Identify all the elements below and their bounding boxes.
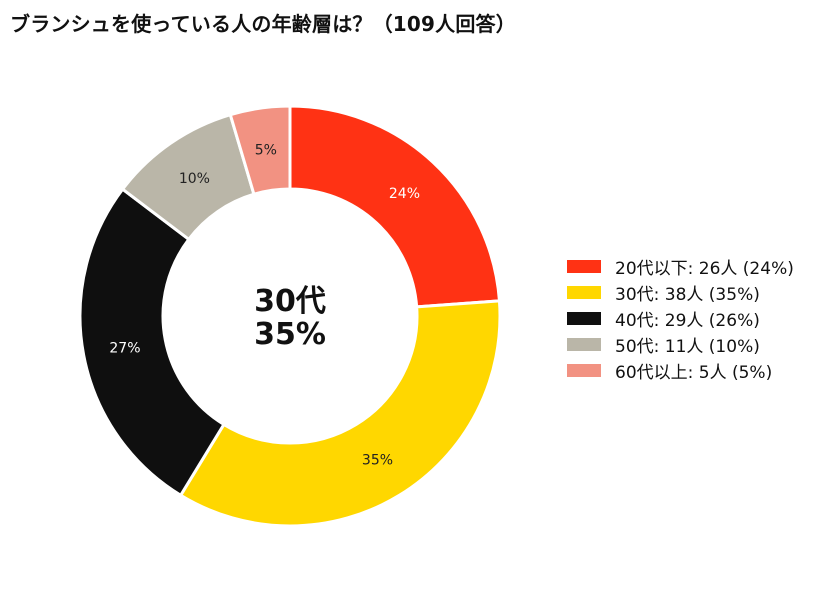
slice-label-20s-and-under: 24% <box>389 186 420 202</box>
legend-label: 60代以上: 5人 (5%) <box>615 362 773 383</box>
legend-label: 30代: 38人 (35%) <box>615 284 760 305</box>
chart-title: ブランシュを使っている人の年齢層は？（109人回答） <box>10 12 516 36</box>
center-category-label: 30代 <box>254 284 326 319</box>
legend-label: 20代以下: 26人 (24%) <box>615 258 794 279</box>
legend-item-20s-and-under: 20代以下: 26人 (24%) <box>567 253 794 279</box>
legend-label: 40代: 29人 (26%) <box>615 310 760 331</box>
slice-label-40s: 27% <box>109 340 140 356</box>
slice-60s-and-over <box>228 104 292 197</box>
legend-item-30s: 30代: 38人 (35%) <box>567 279 794 305</box>
legend-swatch <box>567 363 601 377</box>
legend-swatch <box>567 285 601 299</box>
legend-item-60s-and-over: 60代以上: 5人 (5%) <box>567 357 794 383</box>
slice-label-50s: 10% <box>179 171 210 187</box>
legend: 20代以下: 26人 (24%) 30代: 38人 (35%) 40代: 29人… <box>567 253 794 383</box>
slice-30s <box>178 299 502 528</box>
slice-labels: 24% 35% 27% 10% 5% <box>109 143 420 469</box>
legend-swatch <box>567 337 601 351</box>
legend-item-50s: 50代: 11人 (10%) <box>567 331 794 357</box>
legend-swatch <box>567 311 601 325</box>
legend-swatch <box>567 259 601 273</box>
slice-40s <box>78 187 226 498</box>
slice-label-30s: 35% <box>362 452 393 468</box>
slice-20s-and-under <box>288 104 502 309</box>
legend-item-40s: 40代: 29人 (26%) <box>567 305 794 331</box>
donut-slices <box>78 104 502 528</box>
center-percent-label: 35% <box>254 317 326 352</box>
slice-label-60s-and-over: 5% <box>255 143 277 159</box>
legend-label: 50代: 11人 (10%) <box>615 336 760 357</box>
